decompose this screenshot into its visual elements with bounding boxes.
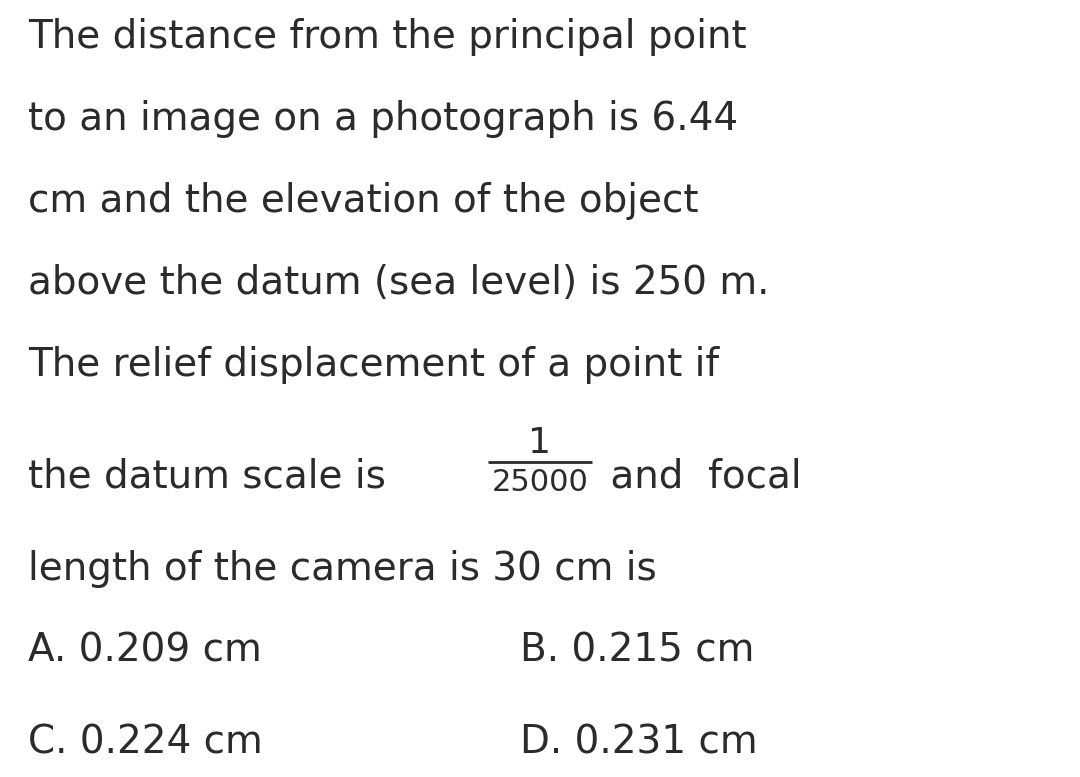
Text: the datum scale is: the datum scale is: [28, 458, 399, 496]
Text: B. 0.215 cm: B. 0.215 cm: [519, 632, 754, 670]
Text: The relief displacement of a point if: The relief displacement of a point if: [28, 346, 719, 384]
Text: to an image on a photograph is 6.44: to an image on a photograph is 6.44: [28, 100, 738, 138]
Text: length of the camera is 30 cm is: length of the camera is 30 cm is: [28, 550, 657, 588]
Text: The distance from the principal point: The distance from the principal point: [28, 18, 746, 56]
Text: 1: 1: [528, 426, 552, 460]
Text: D. 0.231 cm: D. 0.231 cm: [519, 724, 758, 762]
Text: cm and the elevation of the object: cm and the elevation of the object: [28, 182, 699, 220]
Text: and  focal: and focal: [598, 458, 801, 496]
Text: C. 0.224 cm: C. 0.224 cm: [28, 724, 262, 762]
Text: above the datum (sea level) is 250 m.: above the datum (sea level) is 250 m.: [28, 264, 769, 302]
Text: 25000: 25000: [491, 468, 589, 497]
Text: A. 0.209 cm: A. 0.209 cm: [28, 632, 261, 670]
